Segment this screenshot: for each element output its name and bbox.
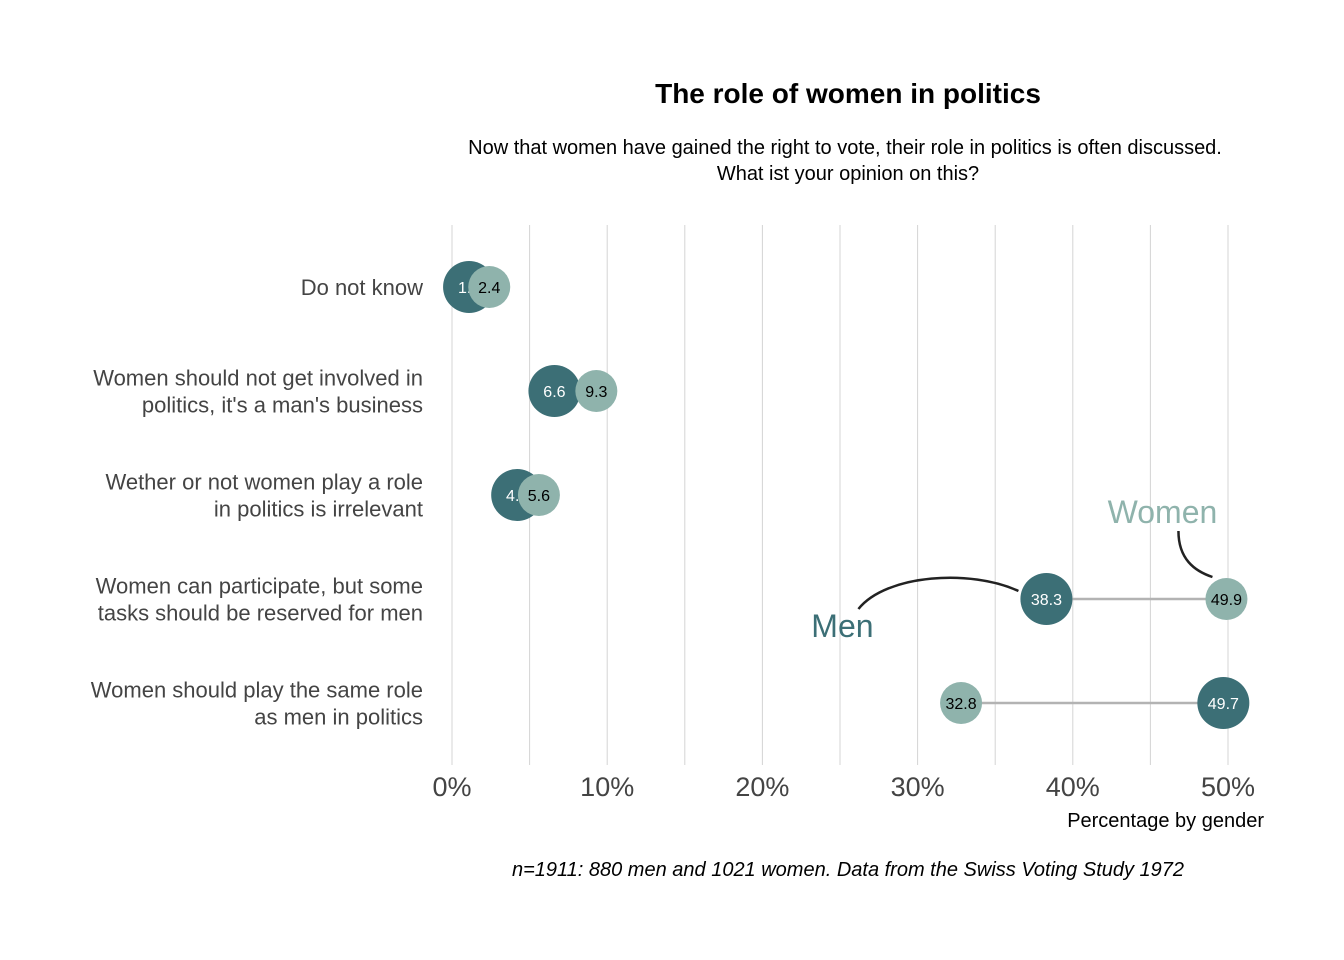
category-label-3-line-1: tasks should be reserved for men <box>98 601 423 626</box>
women-value-label-2: 5.6 <box>528 488 550 505</box>
annotations: Men Women <box>811 494 1217 644</box>
category-label-4-line-1: as men in politics <box>254 705 423 730</box>
x-tick-label-30: 30% <box>891 772 945 802</box>
men-point-1 <box>528 365 581 417</box>
chart-title: The role of women in politics <box>655 78 1041 109</box>
category-label-1-line-1: politics, it's a man's business <box>142 393 423 418</box>
chart-subtitle-line-2: What ist your opinion on this? <box>717 163 979 185</box>
men-point-3 <box>1020 573 1073 625</box>
men-value-label-3: 38.3 <box>1031 592 1062 609</box>
men-value-label-1: 6.6 <box>543 384 565 401</box>
category-label-2-line-0: Wether or not women play a role <box>105 470 423 495</box>
x-tick-label-40: 40% <box>1046 772 1100 802</box>
category-label-1-line-0: Women should not get involved in <box>93 366 423 391</box>
x-tick-label-10: 10% <box>580 772 634 802</box>
x-tick-label-0: 0% <box>432 772 471 802</box>
women-point-4 <box>940 682 983 724</box>
women-annotation-arrow <box>1177 530 1213 579</box>
x-tick-labels: 0% 10% 20% 30% 40% 50% <box>432 772 1255 802</box>
women-value-label-4: 32.8 <box>945 696 976 713</box>
men-arrow-helper <box>886 577 1024 591</box>
gridlines <box>451 225 1229 765</box>
category-label-4-line-0: Women should play the same role <box>91 678 423 703</box>
men-point-4 <box>1197 677 1250 729</box>
women-point-3 <box>1205 578 1248 620</box>
category-labels: Do not know Women should not get involved… <box>91 275 423 730</box>
category-label-2-line-1: in politics is irrelevant <box>214 497 423 522</box>
data-points: 1.12.46.69.34.25.638.349.932.849.7 <box>443 261 1250 729</box>
x-axis-title: Percentage by gender <box>1067 810 1264 832</box>
men-annotation-arrow <box>857 576 1019 610</box>
chart-subtitle-line-1: Now that women have gained the right to … <box>468 137 1222 159</box>
women-point-2 <box>517 474 560 516</box>
women-point-1 <box>575 370 618 412</box>
category-label-3-line-0: Women can participate, but some <box>96 574 423 599</box>
category-label-0-line-0: Do not know <box>301 275 423 300</box>
men-annotation-label: Men <box>811 608 873 644</box>
women-value-label-0: 2.4 <box>478 280 500 297</box>
x-tick-label-50: 50% <box>1201 772 1255 802</box>
chart-caption: n=1911: 880 men and 1021 women. Data fro… <box>512 859 1184 881</box>
x-tick-label-20: 20% <box>735 772 789 802</box>
women-value-label-3: 49.9 <box>1211 592 1242 609</box>
women-annotation-label: Women <box>1108 494 1218 530</box>
men-value-label-4: 49.7 <box>1208 696 1239 713</box>
women-value-label-1: 9.3 <box>585 384 607 401</box>
women-point-0 <box>468 266 511 308</box>
